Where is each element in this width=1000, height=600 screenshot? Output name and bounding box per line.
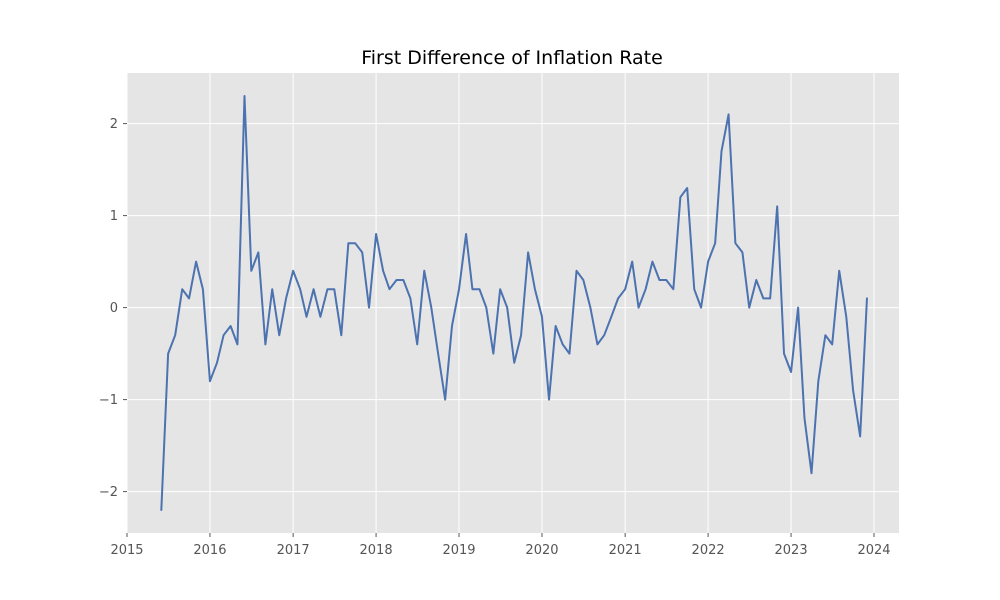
plot-area: 2015 2016 2017 2018 2019 2020 2021 2022 2023 2024… [99,73,899,558]
x-tick-label: 2015 [110,543,143,558]
y-tick-label: −1 [99,393,118,408]
x-tick-label: 2016 [193,543,226,558]
plot-background [127,73,899,533]
x-tick-label: 2021 [609,543,642,558]
x-tick-label: 2019 [442,543,475,558]
x-tick-label: 2017 [277,543,310,558]
y-tick-label: −2 [99,485,118,500]
x-tick-label: 2020 [525,543,558,558]
x-tick-label: 2023 [775,543,808,558]
y-tick-label: 1 [110,209,118,224]
chart-title: First Difference of Inflation Rate [361,47,663,69]
y-tick-label: 2 [110,117,118,132]
x-tick-label: 2022 [692,543,725,558]
x-tick-label: 2018 [360,543,393,558]
y-tick-label: 0 [110,301,118,316]
x-tick-label: 2024 [857,543,890,558]
series-line [160,95,868,511]
